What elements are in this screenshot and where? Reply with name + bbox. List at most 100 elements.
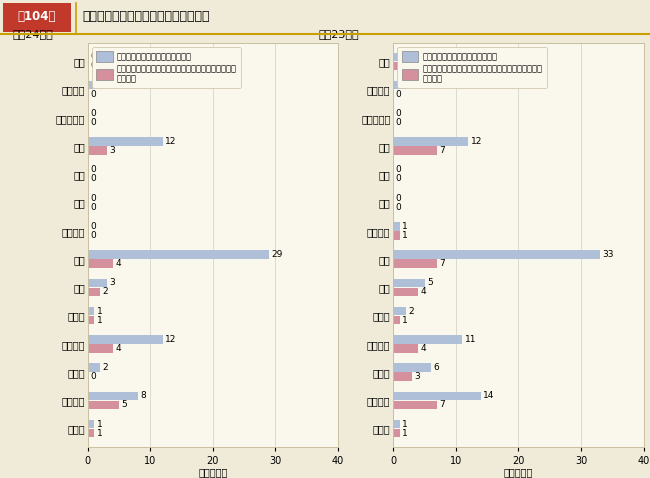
Text: 2: 2 bbox=[103, 363, 109, 372]
Text: 29: 29 bbox=[272, 250, 283, 259]
Text: 1: 1 bbox=[402, 420, 408, 429]
Bar bbox=[3, 3, 71, 32]
Text: 3: 3 bbox=[109, 278, 115, 287]
Bar bbox=[88, 146, 107, 155]
Bar bbox=[393, 279, 424, 287]
Text: 0: 0 bbox=[396, 165, 402, 174]
Bar bbox=[88, 335, 162, 344]
Text: 7: 7 bbox=[439, 259, 445, 268]
Text: 第104図: 第104図 bbox=[18, 10, 56, 23]
Text: 12: 12 bbox=[165, 335, 177, 344]
Bar bbox=[88, 420, 94, 428]
Bar bbox=[393, 53, 400, 61]
Text: 7: 7 bbox=[439, 401, 445, 409]
Bar bbox=[393, 222, 400, 230]
Bar bbox=[393, 429, 400, 437]
Bar bbox=[88, 260, 113, 268]
Text: 2: 2 bbox=[103, 287, 109, 296]
Bar bbox=[393, 260, 437, 268]
Bar bbox=[88, 288, 100, 296]
Bar bbox=[393, 146, 437, 155]
Text: 5: 5 bbox=[122, 401, 127, 409]
Text: 0: 0 bbox=[90, 61, 96, 70]
X-axis label: （会計数）: （会計数） bbox=[504, 467, 533, 478]
Text: 0: 0 bbox=[396, 174, 402, 184]
Text: 1: 1 bbox=[96, 420, 102, 429]
Text: 0: 0 bbox=[90, 231, 96, 240]
Text: 1: 1 bbox=[96, 81, 102, 89]
Bar bbox=[88, 316, 94, 325]
Text: 1: 1 bbox=[96, 429, 102, 437]
Bar bbox=[393, 137, 468, 146]
Bar bbox=[88, 429, 94, 437]
Bar bbox=[88, 137, 162, 146]
Text: 0: 0 bbox=[90, 372, 96, 381]
X-axis label: （会計数）: （会計数） bbox=[198, 467, 228, 478]
Text: 資金不足比率の状況（事業別会計数）: 資金不足比率の状況（事業別会計数） bbox=[83, 10, 210, 23]
Legend: 資金不足額がある公営企業会計数, うち資金不足比率が経営健全化基準以上である公営企
業会計数: 資金不足額がある公営企業会計数, うち資金不足比率が経営健全化基準以上である公営… bbox=[92, 47, 241, 87]
Bar bbox=[88, 401, 119, 409]
Bar bbox=[88, 344, 113, 353]
Bar bbox=[393, 288, 419, 296]
Text: 1: 1 bbox=[402, 61, 408, 70]
Text: 0: 0 bbox=[90, 203, 96, 212]
Bar bbox=[88, 81, 94, 89]
Text: 5: 5 bbox=[427, 278, 433, 287]
Text: 0: 0 bbox=[90, 222, 96, 231]
Text: 0: 0 bbox=[396, 109, 402, 118]
Text: 8: 8 bbox=[140, 391, 146, 400]
Text: 1: 1 bbox=[402, 53, 408, 61]
Text: 0: 0 bbox=[90, 90, 96, 98]
Text: 2: 2 bbox=[408, 81, 414, 89]
Bar bbox=[393, 62, 400, 70]
Bar bbox=[393, 401, 437, 409]
Text: 4: 4 bbox=[421, 344, 426, 353]
Text: 4: 4 bbox=[115, 344, 121, 353]
Text: 4: 4 bbox=[421, 287, 426, 296]
Bar bbox=[393, 316, 400, 325]
Text: 1: 1 bbox=[402, 315, 408, 325]
Bar bbox=[88, 307, 94, 315]
Bar bbox=[393, 250, 600, 259]
Text: 1: 1 bbox=[402, 429, 408, 437]
Bar bbox=[393, 307, 406, 315]
Text: 2: 2 bbox=[408, 306, 414, 315]
Text: 0: 0 bbox=[396, 90, 402, 98]
Bar bbox=[393, 391, 481, 400]
Bar bbox=[393, 81, 406, 89]
Text: 0: 0 bbox=[90, 165, 96, 174]
Bar bbox=[393, 231, 400, 239]
Bar bbox=[393, 335, 462, 344]
Text: 0: 0 bbox=[396, 203, 402, 212]
Text: 0: 0 bbox=[90, 174, 96, 184]
Text: 7: 7 bbox=[439, 146, 445, 155]
Text: 0: 0 bbox=[396, 118, 402, 127]
Text: 0: 0 bbox=[396, 194, 402, 203]
Text: 0: 0 bbox=[90, 53, 96, 61]
Text: 12: 12 bbox=[471, 137, 482, 146]
Text: 4: 4 bbox=[115, 259, 121, 268]
Text: 1: 1 bbox=[402, 222, 408, 231]
Text: 0: 0 bbox=[90, 109, 96, 118]
Bar bbox=[393, 420, 400, 428]
Bar bbox=[88, 250, 269, 259]
Text: 1: 1 bbox=[402, 231, 408, 240]
Text: 33: 33 bbox=[602, 250, 614, 259]
Legend: 資金不足額がある公営企業会計数, うち資金不足比率が経営健全化基準以上である公営企
業会計数: 資金不足額がある公営企業会計数, うち資金不足比率が経営健全化基準以上である公営… bbox=[397, 47, 547, 87]
Bar bbox=[393, 344, 419, 353]
Bar bbox=[393, 372, 412, 381]
Bar bbox=[88, 391, 138, 400]
Bar bbox=[88, 363, 100, 372]
Text: 6: 6 bbox=[434, 363, 439, 372]
Text: 12: 12 bbox=[165, 137, 177, 146]
Text: 14: 14 bbox=[484, 391, 495, 400]
Text: 0: 0 bbox=[90, 118, 96, 127]
Text: 3: 3 bbox=[415, 372, 421, 381]
Text: 11: 11 bbox=[465, 335, 476, 344]
Bar bbox=[88, 279, 107, 287]
Text: 0: 0 bbox=[90, 194, 96, 203]
Bar bbox=[393, 363, 431, 372]
Text: 1: 1 bbox=[96, 306, 102, 315]
Text: 平成24年度: 平成24年度 bbox=[12, 29, 53, 39]
Text: 平成23年度: 平成23年度 bbox=[318, 29, 359, 39]
